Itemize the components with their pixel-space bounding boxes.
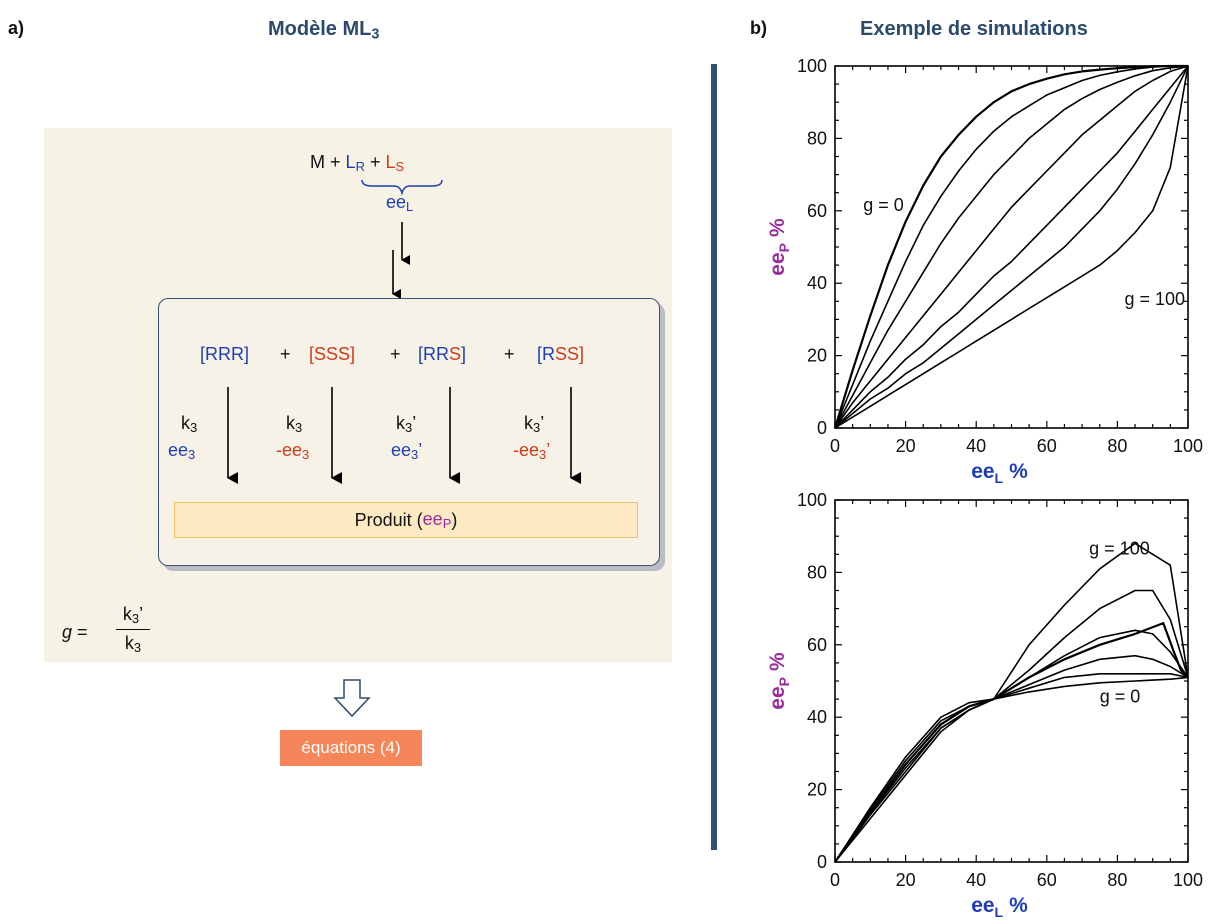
- arrows-down-icon: [392, 222, 410, 299]
- brace-icon: [361, 179, 443, 196]
- divider: [711, 64, 717, 850]
- series-line: [834, 622, 1189, 863]
- x-tick-label: 100: [1173, 870, 1203, 890]
- y-tick-label: 20: [807, 346, 827, 366]
- series-line: [834, 65, 1189, 429]
- y-tick-label: 20: [807, 780, 827, 800]
- panel-b-label: b): [750, 18, 767, 38]
- product-box: Produit (eeP): [174, 502, 638, 538]
- y-tick-label: 0: [817, 852, 827, 872]
- curve-annotation: g = 100: [1089, 538, 1150, 558]
- species-rrs: [RRS]: [418, 344, 467, 364]
- species-rss: [RSS]: [537, 344, 585, 364]
- ligand-ee: eeL: [386, 192, 414, 215]
- plus-sign: +: [280, 344, 291, 364]
- metal-label: M: [310, 152, 325, 172]
- series-line: [834, 654, 1189, 863]
- series-line: [834, 65, 1189, 429]
- series-line: [834, 542, 1189, 863]
- panel-a-label: a): [8, 18, 25, 38]
- chart-ee-curve-bottom: 0 20 40 60 80 100 0 20 40 60 80 100 g = 100 g = 0 eeL%…: [766, 490, 1203, 920]
- panel-a-title: Modèle ML3: [268, 18, 380, 43]
- x-axis-label: eeL%: [971, 894, 1028, 920]
- x-tick-label: 40: [966, 870, 986, 890]
- x-tick-label: 20: [896, 436, 916, 456]
- rate-label: k3’ ee3’: [391, 413, 423, 463]
- rate-label: k3 ee3: [168, 413, 198, 463]
- series-line: [834, 673, 1189, 863]
- y-tick-label: 80: [807, 562, 827, 582]
- g-symbol: g =: [62, 622, 88, 642]
- plus-sign: +: [504, 344, 515, 364]
- series-line: [834, 65, 1189, 429]
- y-tick-label: 60: [807, 635, 827, 655]
- panel-b-title: Exemple de simulations: [860, 18, 1088, 40]
- series-line: [834, 65, 1189, 429]
- hollow-arrow-down-icon: [333, 679, 371, 718]
- series-line: [834, 65, 1188, 429]
- x-tick-label: 80: [1107, 436, 1127, 456]
- series-line: [834, 589, 1189, 863]
- curve-annotation: g = 0: [1100, 687, 1141, 707]
- y-tick-label: 40: [807, 707, 827, 727]
- species-sss: [SSS]: [309, 344, 356, 364]
- x-tick-label: 80: [1107, 870, 1127, 890]
- species-rrr: [RRR]: [200, 344, 250, 364]
- y-tick-label: 100: [797, 490, 827, 510]
- series-line: [834, 65, 1189, 429]
- y-axis-label: eeP%: [766, 652, 792, 710]
- ligand-s: LS: [385, 152, 405, 175]
- y-tick-label: 0: [817, 418, 827, 438]
- g-fraction: k3’ k3: [116, 604, 150, 655]
- x-tick-label: 60: [1037, 870, 1057, 890]
- chart-ee-curve-top: 0 20 40 60 80 100 0 20 40 60 80 100 g = 0 g = 100 eeL%…: [766, 56, 1203, 486]
- equations-button[interactable]: équations (4): [280, 730, 422, 766]
- x-tick-label: 60: [1037, 436, 1057, 456]
- rate-label: k3’ -ee3’: [513, 413, 551, 463]
- x-tick-label: 20: [896, 870, 916, 890]
- reaction-arrows-icon: [227, 387, 581, 484]
- plot-frame: [834, 65, 1189, 429]
- x-tick-label: 0: [830, 436, 840, 456]
- plus-sign: +: [390, 344, 401, 364]
- x-tick-label: 100: [1173, 436, 1203, 456]
- y-tick-label: 40: [807, 273, 827, 293]
- curve-annotation: g = 0: [863, 195, 904, 215]
- series-line: [833, 64, 1188, 429]
- ligand-r: LR: [345, 152, 365, 175]
- y-tick-label: 100: [797, 56, 827, 76]
- reagents-line: M + LR + LS: [310, 152, 405, 175]
- x-tick-label: 40: [966, 436, 986, 456]
- rate-label: k3 -ee3: [276, 413, 310, 463]
- x-tick-label: 0: [830, 870, 840, 890]
- series-line: [834, 629, 1189, 863]
- series-line: [834, 676, 1189, 863]
- x-axis-label: eeL%: [971, 460, 1028, 486]
- y-axis-label: eeP%: [766, 218, 792, 276]
- curve-annotation: g = 100: [1124, 289, 1185, 309]
- y-tick-label: 80: [807, 128, 827, 148]
- y-tick-label: 60: [807, 201, 827, 221]
